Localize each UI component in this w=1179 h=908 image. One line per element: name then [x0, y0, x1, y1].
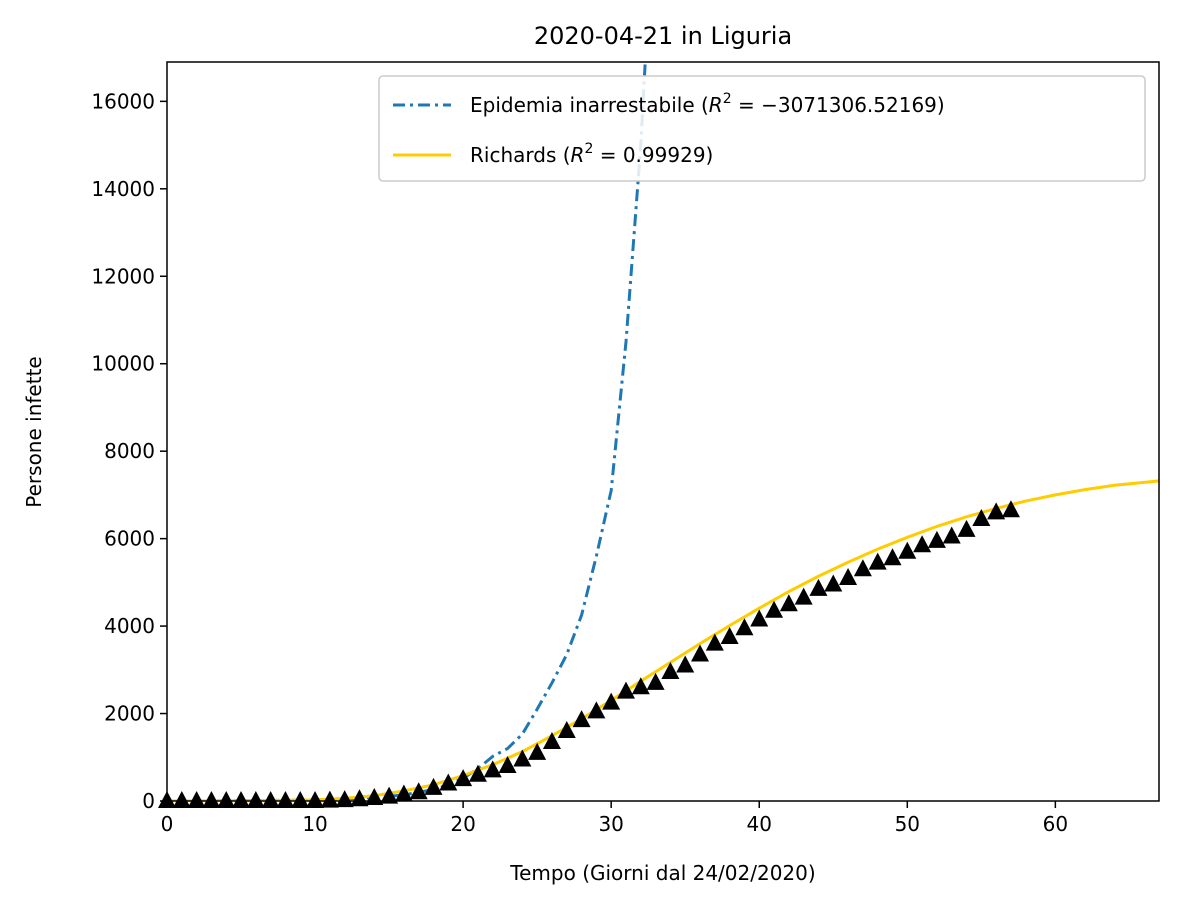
y-tick-label: 0	[142, 789, 155, 813]
data-point-marker	[483, 760, 502, 778]
x-tick-label: 40	[747, 812, 772, 836]
data-point-marker	[691, 644, 710, 662]
y-tick-label: 12000	[91, 264, 155, 288]
data-point-marker	[409, 782, 428, 800]
data-point-marker	[335, 790, 354, 808]
data-point-marker	[424, 777, 443, 795]
data-point-marker	[824, 574, 843, 592]
data-point-marker	[661, 662, 680, 680]
y-tick-label: 4000	[104, 614, 155, 638]
data-point-marker	[853, 559, 872, 577]
data-point-marker	[217, 791, 236, 808]
data-point-marker	[276, 791, 295, 808]
data-point-marker	[927, 530, 946, 548]
y-tick-label: 6000	[104, 527, 155, 551]
x-tick-label: 10	[302, 812, 327, 836]
y-tick-label: 2000	[104, 702, 155, 726]
data-point-marker	[735, 618, 754, 636]
legend-label-0: Epidemia inarrestabile (R2 = −3071306.52…	[470, 91, 945, 117]
y-tick-label: 16000	[91, 89, 155, 113]
data-point-marker	[439, 773, 458, 791]
data-point-marker	[557, 721, 576, 739]
data-point-marker	[705, 633, 724, 651]
x-tick-label: 60	[1043, 812, 1068, 836]
data-point-marker	[232, 791, 251, 808]
legend-box	[378, 75, 1146, 182]
y-tick-label: 14000	[91, 177, 155, 201]
data-point-marker	[498, 756, 517, 774]
data-point-marker	[350, 789, 369, 807]
x-axis-label: Tempo (Giorni dal 24/02/2020)	[509, 861, 815, 885]
data-point-marker	[172, 791, 191, 808]
data-point-marker	[394, 784, 413, 802]
data-point-marker	[572, 710, 591, 728]
data-point-marker	[957, 519, 976, 537]
chart-title: 2020-04-21 in Liguria	[534, 22, 792, 50]
data-point-marker	[809, 578, 828, 596]
data-point-marker	[291, 791, 310, 808]
data-point-marker	[794, 587, 813, 605]
y-axis-label: Persone infette	[22, 356, 46, 507]
data-point-marker	[676, 655, 695, 673]
x-tick-label: 20	[450, 812, 475, 836]
data-point-marker	[616, 681, 635, 699]
data-point-marker	[454, 769, 473, 787]
data-point-marker	[646, 672, 665, 690]
plot-area: 0 10 20 30 40 50 60 0 2000 4000 6000 8000 10000 12000…	[91, 61, 1160, 836]
data-point-marker	[972, 508, 991, 526]
x-tick-label: 30	[598, 812, 623, 836]
data-point-marker	[513, 749, 532, 767]
data-point-marker	[987, 502, 1006, 520]
data-point-marker	[261, 791, 280, 808]
legend-label-1: Richards (R2 = 0.99929)	[470, 141, 713, 167]
data-point-marker	[913, 535, 932, 553]
data-point-marker	[202, 791, 221, 808]
axes-frame	[166, 61, 1160, 802]
data-point-marker	[942, 526, 961, 544]
legend: Epidemia inarrestabile (R2 = −3071306.52…	[378, 75, 1146, 182]
data-point-marker	[1001, 500, 1020, 518]
data-point-marker	[779, 594, 798, 612]
data-point-marker	[602, 692, 621, 710]
data-point-marker	[868, 552, 887, 570]
y-tick-label: 10000	[91, 352, 155, 376]
data-point-marker	[246, 791, 265, 808]
data-point-marker	[542, 731, 561, 749]
data-point-marker	[720, 627, 739, 645]
data-point-marker	[306, 791, 325, 808]
x-tick-label: 50	[895, 812, 920, 836]
data-point-marker	[750, 609, 769, 627]
data-point-marker	[587, 701, 606, 719]
y-tick-label: 8000	[104, 439, 155, 463]
x-tick-label: 0	[161, 812, 174, 836]
data-point-marker	[839, 567, 858, 585]
data-point-marker	[320, 790, 339, 808]
data-point-marker	[898, 541, 917, 559]
data-point-marker	[631, 677, 650, 695]
data-point-marker	[883, 548, 902, 566]
data-point-marker	[187, 791, 206, 808]
data-point-marker	[468, 764, 487, 782]
data-point-marker	[528, 742, 547, 760]
data-point-marker	[380, 786, 399, 804]
data-point-marker	[765, 600, 784, 618]
